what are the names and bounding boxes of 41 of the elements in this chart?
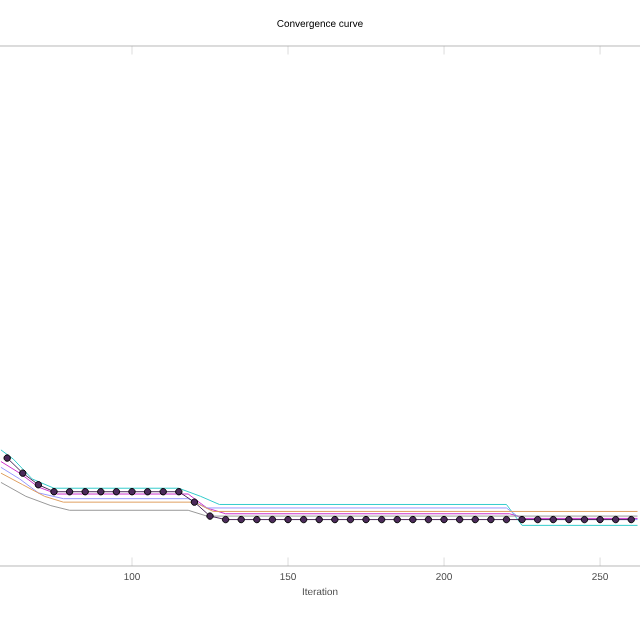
- point: [627, 515, 635, 524]
- point: [175, 488, 183, 496]
- point: [159, 488, 167, 496]
- point: [3, 454, 11, 462]
- point: [237, 515, 245, 524]
- point: [580, 515, 589, 524]
- point: [346, 515, 355, 524]
- point: [268, 515, 277, 524]
- point: [143, 488, 152, 496]
- point: [533, 515, 542, 524]
- point: [565, 515, 573, 524]
- point: [440, 515, 448, 524]
- point: [455, 515, 464, 524]
- point: [362, 515, 370, 524]
- point: [50, 488, 58, 496]
- point: [190, 498, 199, 506]
- point: [128, 488, 136, 496]
- point: [315, 515, 323, 524]
- point: [65, 488, 74, 496]
- point: [471, 515, 479, 524]
- point: [206, 512, 214, 520]
- point: [81, 488, 89, 496]
- point: [34, 481, 43, 489]
- point: [19, 469, 27, 477]
- point: [97, 488, 105, 496]
- point: [596, 515, 604, 524]
- point: [299, 515, 308, 524]
- point: [393, 515, 401, 524]
- point: [284, 515, 292, 524]
- point: [409, 515, 417, 524]
- point: [487, 515, 495, 524]
- point: [112, 488, 121, 496]
- point: [424, 515, 433, 524]
- point: [549, 515, 557, 524]
- point: [221, 515, 230, 524]
- point: [377, 515, 386, 524]
- point: [331, 515, 339, 524]
- point: [253, 515, 261, 524]
- point: [518, 515, 526, 524]
- point: [611, 515, 620, 524]
- point: [502, 515, 511, 524]
